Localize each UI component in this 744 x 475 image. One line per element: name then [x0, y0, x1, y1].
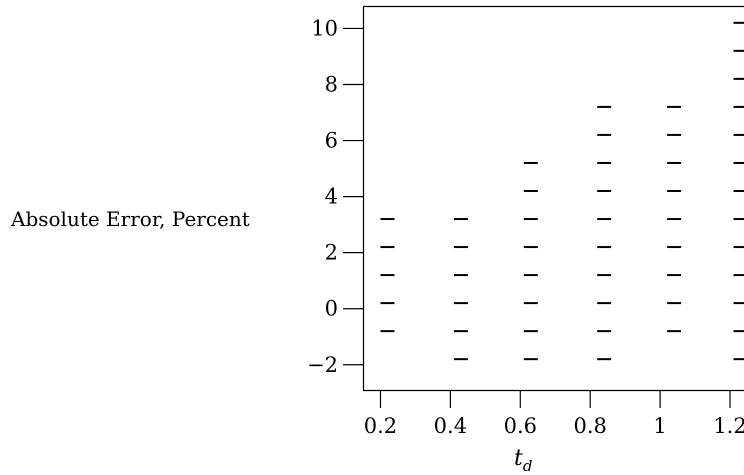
x-tick-label: 1: [653, 414, 666, 438]
y-tick-label: 2: [325, 241, 338, 265]
y-tick-label: 0: [325, 297, 338, 321]
y-tick-label: 6: [325, 129, 338, 153]
plot-frame-border: [362, 5, 744, 392]
x-tick-label: 0.4: [434, 414, 467, 438]
x-tick-label: 0.8: [573, 414, 606, 438]
x-axis-title-subscript: d: [523, 457, 533, 475]
plot-frame: [362, 5, 744, 392]
y-tick-label: 10: [311, 16, 338, 40]
x-tick-label: 1.2: [713, 414, 744, 438]
y-axis-ticks: −2 0 2 4 6 8 10: [307, 16, 363, 377]
y-axis-title: Absolute Error, Percent: [10, 207, 250, 231]
y-tick-label: −2: [307, 353, 338, 377]
x-axis-title-main: t: [514, 446, 523, 471]
x-tick-label: 0.6: [504, 414, 537, 438]
x-axis-title: td: [514, 446, 532, 475]
x-axis-ticks: 0.2 0.4 0.6 0.8 1 1.2: [364, 390, 744, 438]
x-tick-label: 0.2: [364, 414, 397, 438]
data-points: [380, 21, 744, 361]
y-tick-label: 8: [325, 72, 338, 96]
y-tick-label: 4: [325, 185, 338, 209]
